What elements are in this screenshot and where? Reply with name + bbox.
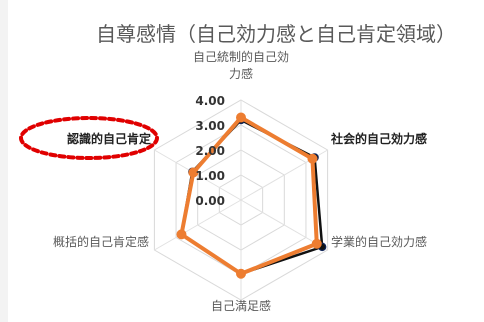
- category-label: 自己統制的自己効力感: [193, 49, 289, 81]
- radar-data-point: [236, 112, 246, 123]
- radar-data-point: [236, 268, 246, 279]
- radar-data-point: [176, 229, 187, 240]
- category-label: 概括的自己肯定感: [53, 234, 149, 249]
- radial-tick-label: 3.00: [195, 119, 225, 133]
- highlight-ellipse: [19, 116, 159, 160]
- radial-tick-labels: 0.00 1.00 2.00 3.00 4.00: [195, 94, 225, 208]
- radar-data-point: [311, 238, 322, 249]
- category-label-line: 社会的自己効力感: [330, 131, 427, 146]
- category-label-line: 認識的自己肯定: [67, 131, 151, 146]
- radar-series-layer: [176, 112, 327, 279]
- radar-axis-spoke: [154, 199, 242, 251]
- category-label-line: 概括的自己肯定感: [53, 234, 149, 249]
- radar-data-point: [307, 153, 318, 164]
- radial-tick-label: 1.00: [195, 169, 225, 183]
- category-label-line: 力感: [229, 66, 253, 81]
- highlight-layer: [19, 116, 159, 160]
- radial-tick-label: 2.00: [195, 144, 225, 158]
- category-label: 学業的自己効力感: [331, 234, 427, 249]
- category-label-line: 学業的自己効力感: [331, 234, 427, 249]
- category-label: 社会的自己効力感: [330, 131, 427, 146]
- chart-title: 自尊感情（自己効力感と自己肯定領域）: [96, 22, 456, 46]
- radial-tick-label: 0.00: [195, 194, 225, 208]
- radial-tick-label: 4.00: [195, 94, 225, 108]
- radar-data-point: [188, 167, 199, 178]
- category-label-line: 自己満足感: [211, 298, 271, 313]
- category-label-line: 自己統制的自己効: [193, 49, 289, 64]
- category-label: 認識的自己肯定: [67, 131, 151, 146]
- category-label: 自己満足感: [211, 298, 271, 313]
